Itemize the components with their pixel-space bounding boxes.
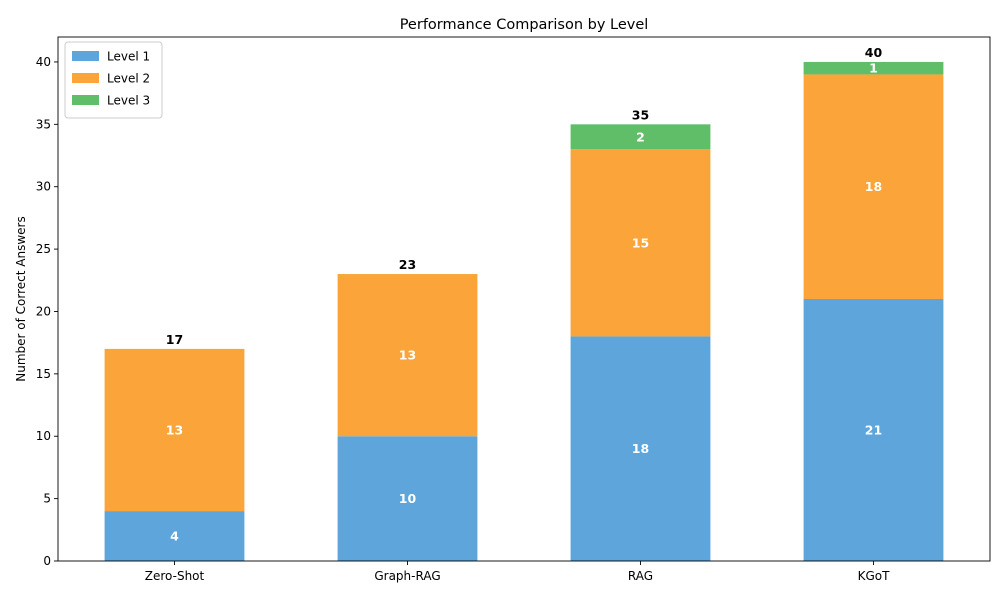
x-tick-label: RAG [628, 569, 653, 583]
total-value-label: 40 [865, 45, 883, 60]
bar-zero-shot-level-1 [104, 511, 245, 561]
bar-rag-level-2 [570, 149, 711, 337]
segment-value-label: 13 [399, 348, 416, 363]
bar-rag-level-3 [570, 124, 711, 150]
plot-frame [57, 36, 991, 562]
x-tick-label: Zero-Shot [145, 569, 205, 583]
segment-value-label: 2 [636, 129, 645, 144]
bar-kgot-level-2 [803, 74, 944, 299]
x-tick-label: Graph-RAG [374, 569, 440, 583]
legend: Level 1 Level 2 Level 3 [64, 41, 163, 119]
legend-label-level-1: Level 1 [107, 50, 150, 64]
segment-value-label: 18 [865, 179, 882, 194]
bar-zero-shot-level-2 [104, 348, 245, 512]
legend-label-level-3: Level 3 [107, 94, 150, 108]
legend-swatch-level-2 [72, 73, 99, 83]
y-tick-label: 40 [36, 55, 51, 69]
segment-value-label: 18 [632, 441, 649, 456]
segment-value-label: 13 [166, 423, 183, 438]
segment-value-label: 10 [399, 491, 417, 506]
axes-group: 0 5 10 15 20 25 30 35 40 Zero-Shot Graph-RAG RAG KGo… [36, 36, 991, 583]
bar-rag-level-1 [570, 336, 711, 561]
bar-kgot-level-3 [803, 61, 944, 75]
segment-value-label: 4 [170, 529, 179, 544]
total-value-label: 23 [399, 257, 416, 272]
y-tick-label: 15 [36, 367, 51, 381]
y-tick-label: 0 [43, 554, 51, 568]
total-value-label: 35 [632, 107, 649, 122]
legend-swatch-level-1 [72, 51, 99, 61]
segment-value-label: 1 [869, 61, 878, 76]
legend-swatch-level-3 [72, 95, 99, 105]
y-tick-label: 5 [43, 492, 51, 506]
bar-graph-rag-level-1 [337, 436, 478, 561]
y-tick-label: 10 [36, 429, 51, 443]
bar-graph-rag-level-2 [337, 274, 478, 437]
y-tick-label: 25 [36, 242, 51, 256]
legend-label-level-2: Level 2 [107, 72, 150, 86]
y-tick-label: 35 [36, 117, 51, 131]
labels-group: 4 13 17 10 13 23 18 15 2 35 21 18 140 [166, 45, 883, 544]
y-axis-label: Number of Correct Answers [14, 216, 28, 381]
x-tick-label: KGoT [858, 569, 891, 583]
total-value-label: 17 [166, 332, 183, 347]
bars-group [104, 61, 944, 561]
y-tick-label: 30 [36, 180, 51, 194]
segment-value-label: 21 [865, 423, 882, 438]
segment-value-label: 15 [632, 235, 649, 250]
bar-kgot-level-1 [803, 299, 944, 561]
chart-title: Performance Comparison by Level [400, 17, 649, 33]
y-tick-label: 20 [36, 304, 51, 318]
